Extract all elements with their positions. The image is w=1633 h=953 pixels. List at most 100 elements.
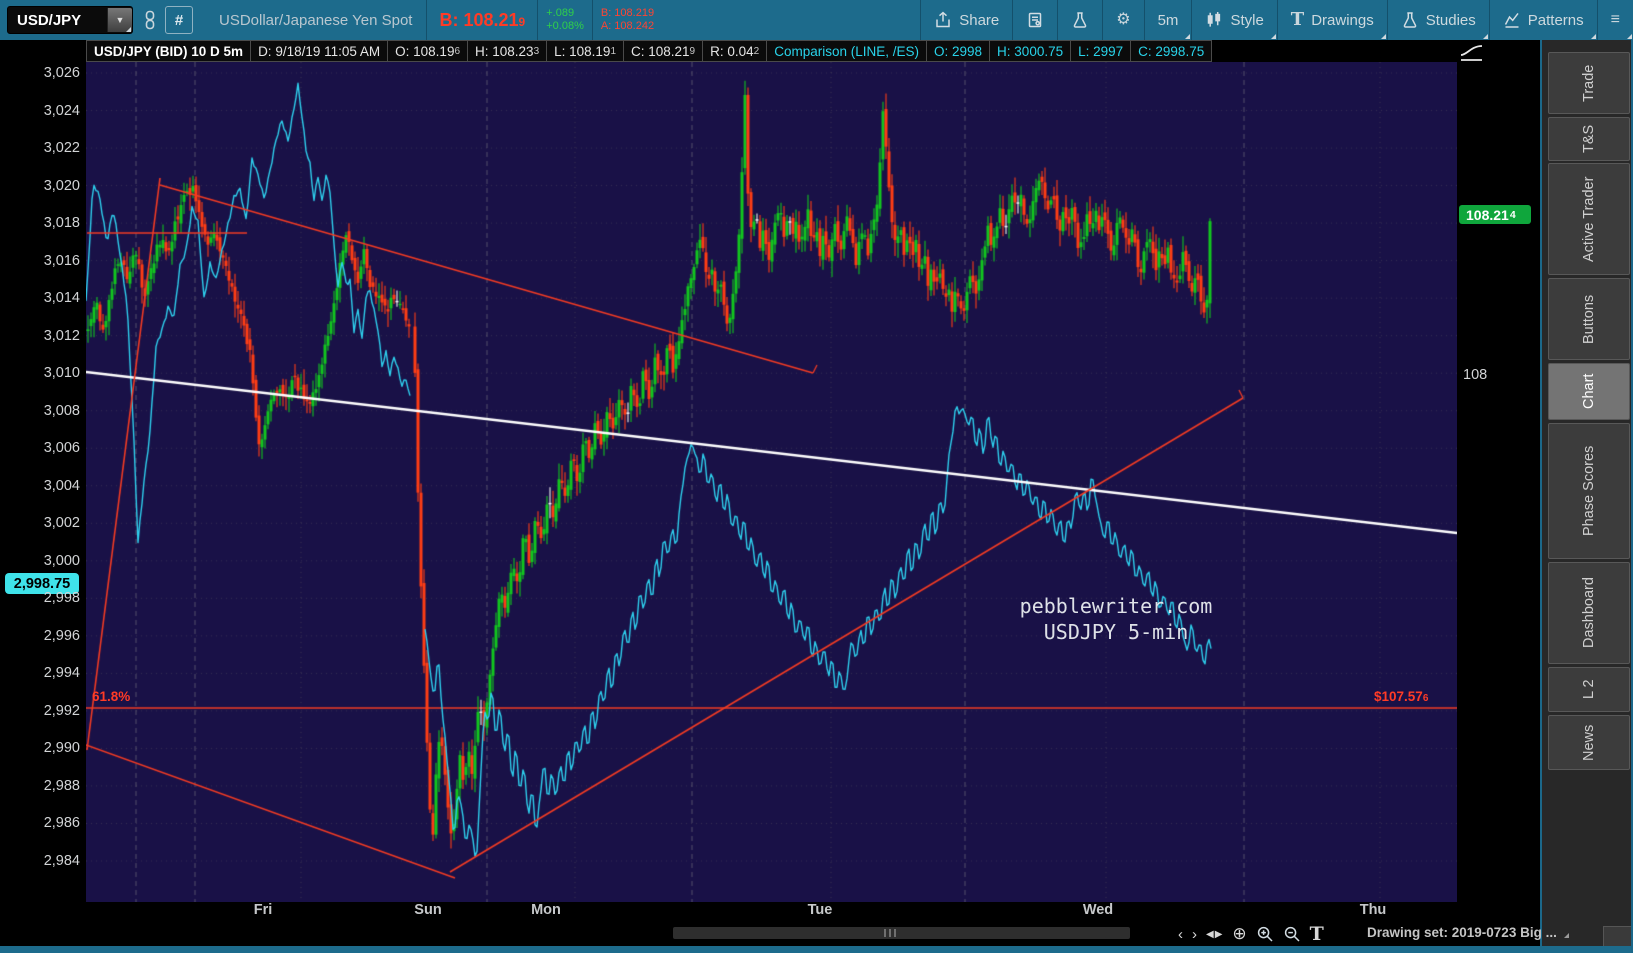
drawing-set-selector[interactable]: Drawing set: 2019-0723 Big ... [1367,925,1569,940]
toolbar-right-buttons: Share ⚙ 5m Style T Drawings Studies Patterns ≡ [920,0,1633,40]
bottom-toolbar: ‹ › ◀▶ ⊕ T Drawing set: 2019-0723 Big ... [0,920,1569,948]
x-axis-label-sun: Sun [414,902,442,918]
y-axis-label: 3,022 [43,140,80,157]
change-pct: +0.08% [546,20,584,32]
right-sidebar: Trade T&S Active Trader Buttons Chart Phase S… [1540,40,1633,953]
patterns-button[interactable]: Patterns [1488,0,1597,40]
note-icon [1026,11,1044,29]
y-axis-label: 3,004 [43,477,80,494]
sidebar-tab-t-s[interactable]: T&S [1548,117,1630,161]
header-cell-3: H: 108.23 3 [468,40,548,62]
header-cell-6: R: 0.04 2 [703,40,768,62]
chart-plot-area[interactable]: pebblewriter.com USDJPY 5-min 61.8% $107… [86,62,1457,902]
detach-chart-icon[interactable] [1458,42,1486,69]
chart-horizontal-scrollbar[interactable] [673,927,1130,939]
text-tool-button[interactable]: T [1309,923,1324,945]
dropdown-corner-icon [1590,34,1596,39]
sidebar-tab-l-2[interactable]: L 2 [1548,667,1630,712]
y-axis-label: 3,020 [43,177,80,194]
link-group-button[interactable]: # [165,6,193,34]
y-axis-label: 3,000 [43,552,80,569]
y-axis-label: 3,008 [43,402,80,419]
y-axis-label: 2,986 [43,815,80,832]
sidebar-tab-active-trader[interactable]: Active Trader [1548,163,1630,275]
y-axis-label: 3,012 [43,327,80,344]
dropdown-corner-icon [1482,34,1488,39]
last-price-badge: 108.21 4 [1459,205,1531,224]
fib-percent-label: 61.8% [92,689,131,704]
time-axis[interactable]: Fri Sun Mon Tue Wed Thu [0,902,1540,920]
y-axis-label: 2,990 [43,740,80,757]
right-axis-label: 108 [1463,367,1488,383]
quick-note-button[interactable] [1012,0,1057,40]
dropdown-corner-icon [1380,34,1386,39]
style-button[interactable]: Style [1191,0,1276,40]
watermark-line1: pebblewriter.com [1019,594,1213,618]
bid-price-main: B: 108.219 [439,9,526,30]
x-axis-label-tue: Tue [807,902,833,918]
top-toolbar: USD/JPY ▼ # USDollar/Japanese Yen Spot B… [0,0,1633,40]
x-axis-label-wed: Wed [1082,902,1114,918]
zoom-in-button[interactable] [1256,925,1274,943]
symbol-dropdown-button[interactable]: ▼ [107,8,132,32]
sidebar-tab-news[interactable]: News [1548,715,1630,770]
hamburger-icon: ≡ [1610,11,1620,28]
pan-right-button[interactable]: › [1192,925,1197,943]
header-cell-1: D: 9/18/19 11:05 AM [251,40,389,62]
header-cell-8: O: 2998 [927,40,991,62]
sidebar-tab-dashboard[interactable]: Dashboard [1548,562,1630,664]
sidebar-tab-phase-scores[interactable]: Phase Scores [1548,423,1630,559]
y-axis-label: 3,002 [43,515,80,532]
symbol-input[interactable]: USD/JPY ▼ [7,6,133,34]
chart-nav-icons: ‹ › ◀▶ ⊕ T [1178,920,1324,948]
share-button[interactable]: Share [920,0,1012,40]
bid-small: B: 108.219 [600,7,655,19]
y-axis-label: 3,018 [43,215,80,232]
dropdown-corner-icon [1270,34,1276,39]
zoom-out-button[interactable] [1283,925,1301,943]
analyze-button[interactable] [1057,0,1102,40]
symbol-value: USD/JPY [17,11,82,29]
change-block: +.089 +0.08% [546,7,584,33]
settings-button[interactable]: ⚙ [1102,0,1143,40]
ask-small: A: 108.242 [600,20,655,32]
y-axis-label: 2,998 [43,590,80,607]
header-cell-9: H: 3000.75 [990,40,1072,62]
y-axis-label: 2,996 [43,627,80,644]
right-price-axis[interactable]: 108 108.21 4 [1457,62,1540,902]
sidebar-tab-trade[interactable]: Trade [1548,52,1630,114]
sidebar-tab-buttons[interactable]: Buttons [1548,278,1630,360]
link-icon[interactable] [143,10,157,30]
header-cell-7: Comparison (LINE, /ES) [767,40,927,62]
patterns-icon [1503,11,1521,29]
menu-button[interactable]: ≡ [1596,0,1633,40]
y-axis-label: 3,024 [43,102,80,119]
y-axis-label: 3,016 [43,252,80,269]
studies-button[interactable]: Studies [1386,0,1489,40]
left-price-axis[interactable]: 2,998.75 3,026 3,024 3,022 3,020 3,018 3,016 3… [0,62,86,902]
sidebar-tab-chart[interactable]: Chart [1548,363,1630,420]
y-axis-label: 3,006 [43,440,80,457]
x-axis-label-fri: Fri [253,902,273,918]
crosshair-button[interactable]: ⊕ [1232,924,1247,943]
timeframe-button[interactable]: 5m [1143,0,1192,40]
price-chart[interactable] [86,62,1457,902]
dropdown-corner-icon [1185,34,1191,39]
fib-price-label: $107.576 [1374,689,1429,704]
drawings-button[interactable]: T Drawings [1276,0,1387,40]
auto-scroll-button[interactable]: ◀▶ [1206,928,1224,940]
y-axis-label: 2,984 [43,853,80,869]
drawT-icon: T [1290,9,1305,30]
flask-icon [1401,11,1419,29]
flask-icon [1071,11,1089,29]
x-axis-label-thu: Thu [1359,902,1387,918]
y-axis-label: 3,014 [43,290,80,307]
watermark-line2: USDJPY 5-min [1043,620,1189,644]
header-cell-5: C: 108.21 9 [624,40,704,62]
instrument-description: USDollar/Japanese Yen Spot [219,11,413,29]
pan-left-button[interactable]: ‹ [1178,925,1183,943]
share-icon [934,11,952,29]
header-cell-10: L: 2997 [1071,40,1132,62]
y-axis-label: 2,992 [43,702,80,719]
